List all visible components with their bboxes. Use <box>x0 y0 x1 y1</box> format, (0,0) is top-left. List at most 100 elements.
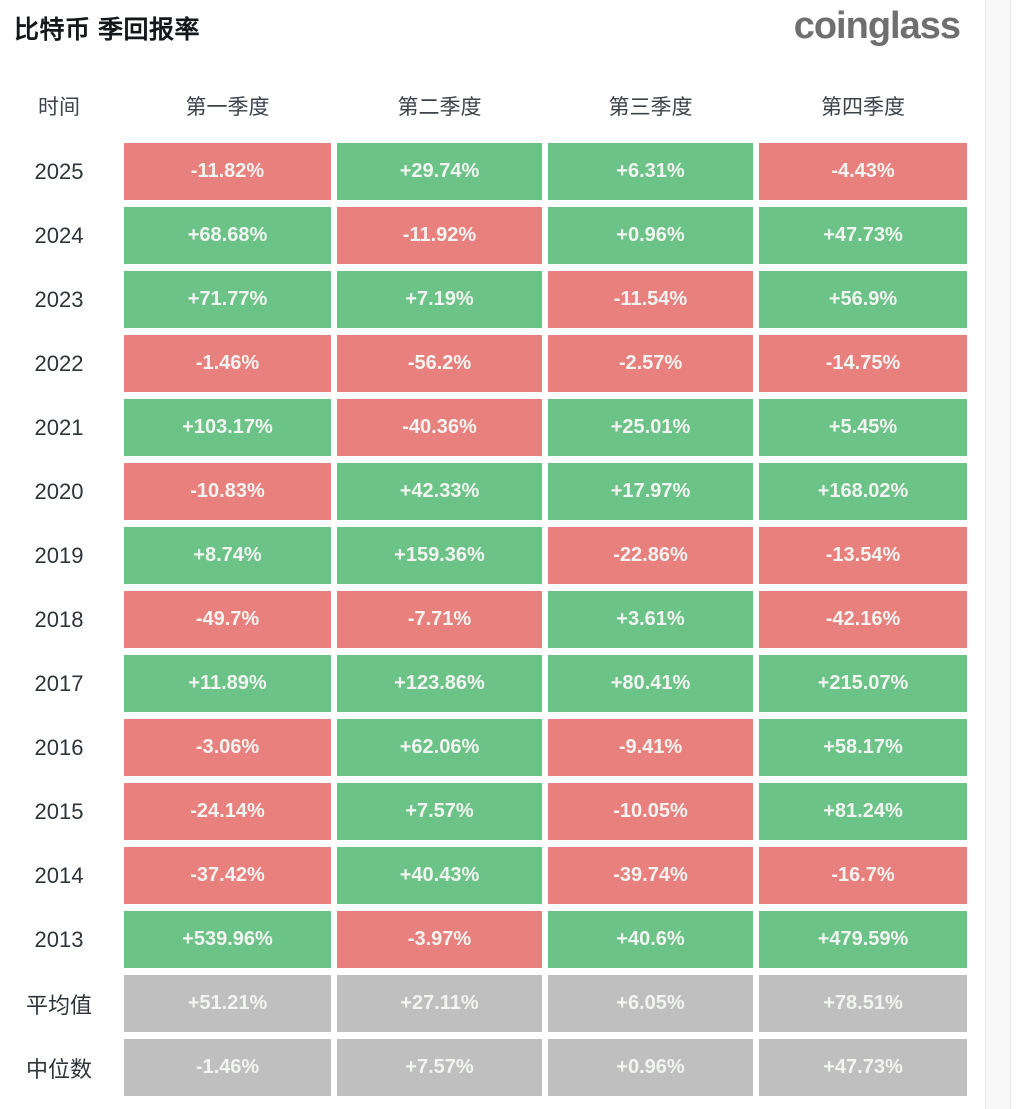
table-row: 2025 -11.82% +29.74% +6.31% -4.43% <box>0 143 967 200</box>
row-label: 2019 <box>34 542 84 568</box>
row-label: 平均值 <box>25 992 92 1018</box>
return-cell: +47.73% <box>759 207 967 264</box>
row-label: 2013 <box>34 926 84 952</box>
return-cell: +62.06% <box>337 719 542 776</box>
return-cell: -49.7% <box>124 591 331 648</box>
return-cell: +47.73% <box>759 1039 967 1096</box>
table-row: 2019 +8.74% +159.36% -22.86% -13.54% <box>0 527 967 584</box>
return-cell: +5.45% <box>759 399 967 456</box>
return-cell: -22.86% <box>548 527 753 584</box>
return-cell: +58.17% <box>759 719 967 776</box>
return-cell: -10.05% <box>548 783 753 840</box>
table-row: 2014 -37.42% +40.43% -39.74% -16.7% <box>0 847 967 904</box>
table-row: 2020 -10.83% +42.33% +17.97% +168.02% <box>0 463 967 520</box>
return-cell: -37.42% <box>124 847 331 904</box>
return-cell: +27.11% <box>337 975 542 1032</box>
coinglass-logo[interactable]: coinglass <box>793 5 961 47</box>
return-cell: +103.17% <box>124 399 331 456</box>
return-cell: +78.51% <box>759 975 967 1032</box>
row-label: 2023 <box>34 286 84 312</box>
header-quarter-4: 第四季度 <box>821 96 905 119</box>
table-row: 2015 -24.14% +7.57% -10.05% +81.24% <box>0 783 967 840</box>
return-cell: -11.92% <box>337 207 542 264</box>
return-cell: -14.75% <box>759 335 967 392</box>
return-cell: +539.96% <box>124 911 331 968</box>
return-cell: -56.2% <box>337 335 542 392</box>
row-label: 2024 <box>34 222 84 248</box>
return-cell: -3.97% <box>337 911 542 968</box>
scrollbar-track[interactable] <box>985 0 1011 1109</box>
table-row: 2017 +11.89% +123.86% +80.41% +215.07% <box>0 655 967 712</box>
return-cell: +479.59% <box>759 911 967 968</box>
return-cell: -10.83% <box>124 463 331 520</box>
return-cell: +42.33% <box>337 463 542 520</box>
return-cell: -9.41% <box>548 719 753 776</box>
return-cell: +80.41% <box>548 655 753 712</box>
return-cell: -1.46% <box>124 335 331 392</box>
row-label: 2017 <box>34 670 84 696</box>
table-row: 2021 +103.17% -40.36% +25.01% +5.45% <box>0 399 967 456</box>
return-cell: -2.57% <box>548 335 753 392</box>
return-cell: -7.71% <box>337 591 542 648</box>
return-cell: +68.68% <box>124 207 331 264</box>
return-cell: -11.54% <box>548 271 753 328</box>
row-label: 2014 <box>34 862 84 888</box>
header-quarter-3: 第三季度 <box>608 96 693 119</box>
header-time: 时间 <box>38 96 80 119</box>
row-label: 2018 <box>34 606 84 632</box>
return-cell: +71.77% <box>124 271 331 328</box>
row-label: 2016 <box>34 734 84 760</box>
header-quarter-2: 第二季度 <box>397 96 482 119</box>
return-cell: -1.46% <box>124 1039 331 1096</box>
return-cell: +56.9% <box>759 271 967 328</box>
return-cell: -11.82% <box>124 143 331 200</box>
return-cell: -3.06% <box>124 719 331 776</box>
return-cell: +168.02% <box>759 463 967 520</box>
return-cell: -40.36% <box>337 399 542 456</box>
return-cell: +29.74% <box>337 143 542 200</box>
return-cell: +51.21% <box>124 975 331 1032</box>
return-cell: +40.43% <box>337 847 542 904</box>
table-row: 2013 +539.96% -3.97% +40.6% +479.59% <box>0 911 967 968</box>
return-cell: +7.57% <box>337 1039 542 1096</box>
page-title: 比特币 季回报率 <box>14 16 200 44</box>
return-cell: +81.24% <box>759 783 967 840</box>
return-cell: -39.74% <box>548 847 753 904</box>
return-cell: +123.86% <box>337 655 542 712</box>
return-cell: -4.43% <box>759 143 967 200</box>
return-cell: -13.54% <box>759 527 967 584</box>
return-cell: +3.61% <box>548 591 753 648</box>
table-row: 中位数 -1.46% +7.57% +0.96% +47.73% <box>0 1039 967 1096</box>
table-row: 2018 -49.7% -7.71% +3.61% -42.16% <box>0 591 967 648</box>
return-cell: +25.01% <box>548 399 753 456</box>
table-row: 平均值 +51.21% +27.11% +6.05% +78.51% <box>0 975 967 1032</box>
return-cell: +7.19% <box>337 271 542 328</box>
return-cell: -24.14% <box>124 783 331 840</box>
return-cell: -16.7% <box>759 847 967 904</box>
return-cell: +0.96% <box>548 207 753 264</box>
return-cell: +215.07% <box>759 655 967 712</box>
return-cell: +11.89% <box>124 655 331 712</box>
row-label: 2022 <box>34 350 84 376</box>
return-cell: +6.31% <box>548 143 753 200</box>
row-label: 中位数 <box>25 1056 92 1082</box>
table-body: 2025 -11.82% +29.74% +6.31% -4.43% 2024 +68.68… <box>0 143 967 1096</box>
return-cell: +17.97% <box>548 463 753 520</box>
return-cell: -42.16% <box>759 591 967 648</box>
return-cell: +0.96% <box>548 1039 753 1096</box>
return-cell: +6.05% <box>548 975 753 1032</box>
return-cell: +7.57% <box>337 783 542 840</box>
table-row: 2016 -3.06% +62.06% -9.41% +58.17% <box>0 719 967 776</box>
table-row: 2024 +68.68% -11.92% +0.96% +47.73% <box>0 207 967 264</box>
table-header-row: 时间 第一季度 第二季度 第三季度 第四季度 <box>0 88 967 124</box>
return-cell: +159.36% <box>337 527 542 584</box>
header-quarter-1: 第一季度 <box>185 96 270 119</box>
row-label: 2021 <box>34 414 84 440</box>
table-row: 2022 -1.46% -56.2% -2.57% -14.75% <box>0 335 967 392</box>
table-row: 2023 +71.77% +7.19% -11.54% +56.9% <box>0 271 967 328</box>
return-cell: +8.74% <box>124 527 331 584</box>
row-label: 2015 <box>34 798 84 824</box>
row-label: 2020 <box>34 478 84 504</box>
row-label: 2025 <box>34 158 84 184</box>
